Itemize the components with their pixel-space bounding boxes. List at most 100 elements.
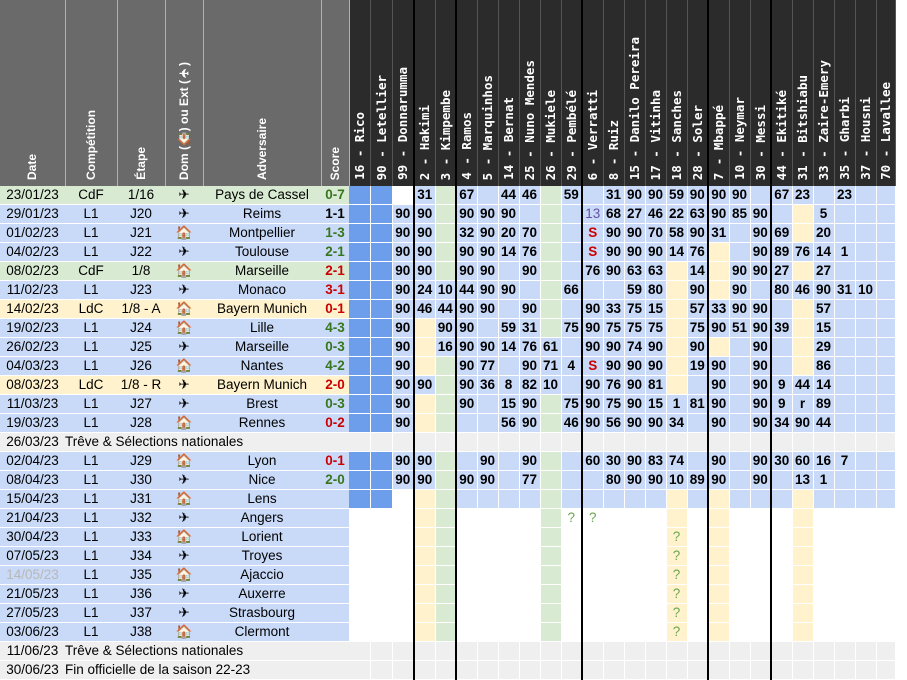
etape[interactable]: J26 (117, 356, 165, 376)
minutes-cell[interactable]: 81 (645, 375, 667, 395)
minutes-cell[interactable] (561, 546, 583, 566)
competition[interactable]: L1 (65, 622, 117, 642)
minutes-cell[interactable] (750, 186, 772, 205)
minutes-cell[interactable] (435, 261, 457, 281)
minutes-cell[interactable]: 90 (581, 337, 604, 357)
minutes-cell[interactable] (455, 546, 478, 566)
minutes-cell[interactable] (792, 641, 814, 661)
minutes-cell[interactable] (603, 603, 625, 623)
player-header[interactable]: 90 - Letellier (370, 0, 393, 186)
minutes-cell[interactable] (770, 527, 793, 547)
minutes-cell[interactable] (876, 242, 896, 262)
minutes-cell[interactable] (834, 584, 856, 604)
minutes-cell[interactable] (540, 223, 562, 243)
minutes-cell[interactable] (792, 489, 814, 509)
player-header[interactable]: 10 - Neymar (729, 0, 751, 186)
minutes-cell[interactable] (349, 375, 371, 395)
opponent[interactable]: Reims (203, 204, 321, 224)
minutes-cell[interactable]: 89 (770, 242, 793, 262)
competition[interactable]: CdF (65, 186, 117, 205)
minutes-cell[interactable] (876, 261, 896, 281)
minutes-cell[interactable]: 14 (498, 337, 520, 357)
minutes-cell[interactable]: 90 (455, 337, 478, 357)
match-date[interactable]: 04/02/23 (0, 242, 65, 262)
minutes-cell[interactable] (349, 261, 371, 281)
player-header[interactable]: 14 - Bernat (498, 0, 520, 186)
competition[interactable]: L1 (65, 508, 117, 528)
minutes-cell[interactable]: 15 (645, 394, 667, 414)
minutes-cell[interactable] (813, 432, 835, 452)
minutes-cell[interactable] (435, 660, 457, 680)
minutes-cell[interactable] (770, 660, 793, 680)
minutes-cell[interactable] (370, 280, 393, 300)
minutes-cell[interactable] (792, 660, 814, 680)
match-row[interactable]: 08/04/23 L1 J30 ✈ Nice 2-0 90 90 90 90 77 80 90 90 10 8… (0, 470, 896, 490)
minutes-cell[interactable] (561, 565, 583, 585)
minutes-cell[interactable]: 24 (413, 280, 436, 300)
minutes-cell[interactable] (477, 394, 499, 414)
minutes-cell[interactable] (435, 565, 457, 585)
minutes-cell[interactable] (603, 280, 625, 300)
minutes-cell[interactable] (855, 527, 877, 547)
minutes-cell[interactable]: 67 (770, 186, 793, 205)
minutes-cell[interactable] (666, 489, 688, 509)
match-row[interactable]: 27/05/23 L1 J37 ✈ Strasbourg? (0, 603, 896, 623)
minutes-cell[interactable] (770, 622, 793, 642)
minutes-cell[interactable] (498, 470, 520, 490)
minutes-cell[interactable] (729, 622, 751, 642)
score[interactable]: 2-1 (321, 261, 349, 281)
minutes-cell[interactable] (645, 660, 667, 680)
minutes-cell[interactable]: 90 (645, 337, 667, 357)
minutes-cell[interactable] (750, 527, 772, 547)
minutes-cell[interactable]: 90 (707, 413, 730, 433)
player-header[interactable]: 99 - Donnarumma (392, 0, 415, 186)
minutes-cell[interactable]: 44 (498, 186, 520, 205)
match-date[interactable]: 30/04/23 (0, 527, 65, 547)
minutes-cell[interactable] (792, 565, 814, 585)
minutes-cell[interactable] (624, 565, 646, 585)
minutes-cell[interactable]: 23 (834, 186, 856, 205)
opponent[interactable]: Strasbourg (203, 603, 321, 623)
minutes-cell[interactable] (413, 641, 436, 661)
minutes-cell[interactable] (855, 394, 877, 414)
score[interactable]: 4-2 (321, 356, 349, 376)
competition[interactable]: L1 (65, 318, 117, 338)
minutes-cell[interactable]: 90 (603, 356, 625, 376)
minutes-cell[interactable] (498, 261, 520, 281)
minutes-cell[interactable] (834, 508, 856, 528)
minutes-cell[interactable] (477, 660, 499, 680)
minutes-cell[interactable]: 90 (707, 470, 730, 490)
minutes-cell[interactable] (540, 242, 562, 262)
minutes-cell[interactable] (540, 622, 562, 642)
score[interactable] (321, 508, 349, 528)
score[interactable]: 0-1 (321, 299, 349, 319)
minutes-cell[interactable] (645, 527, 667, 547)
minutes-cell[interactable]: 29 (813, 337, 835, 357)
minutes-cell[interactable] (392, 584, 415, 604)
minutes-cell[interactable] (813, 603, 835, 623)
score[interactable] (321, 584, 349, 604)
match-date[interactable]: 08/04/23 (0, 470, 65, 490)
minutes-cell[interactable] (750, 660, 772, 680)
minutes-cell[interactable] (707, 242, 730, 262)
minutes-cell[interactable]: 36 (477, 375, 499, 395)
minutes-cell[interactable] (581, 186, 604, 205)
match-row[interactable]: 26/02/23 L1 J25 ✈ Marseille 0-3 90 16 90 90 14 76 61… (0, 337, 896, 357)
minutes-cell[interactable] (770, 432, 793, 452)
minutes-cell[interactable] (561, 432, 583, 452)
minutes-cell[interactable] (413, 318, 436, 338)
minutes-cell[interactable] (561, 223, 583, 243)
minutes-cell[interactable] (707, 622, 730, 642)
minutes-cell[interactable] (561, 451, 583, 471)
opponent[interactable]: Marseille (203, 261, 321, 281)
minutes-cell[interactable] (707, 337, 730, 357)
minutes-cell[interactable] (770, 641, 793, 661)
minutes-cell[interactable] (855, 242, 877, 262)
minutes-cell[interactable] (370, 451, 393, 471)
minutes-cell[interactable]: 90 (707, 318, 730, 338)
minutes-cell[interactable] (666, 261, 688, 281)
minutes-cell[interactable] (413, 356, 436, 376)
minutes-cell[interactable] (770, 565, 793, 585)
minutes-cell[interactable]: 80 (603, 470, 625, 490)
minutes-cell[interactable] (519, 622, 541, 642)
